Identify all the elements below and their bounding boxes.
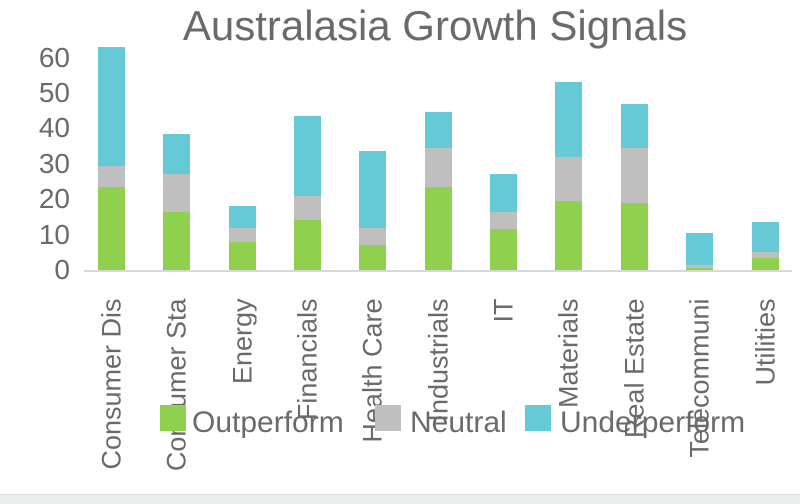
bar-segment-underperform-telecommuni: [686, 232, 714, 265]
x-axis-line: [84, 270, 792, 272]
bar-segment-outperform-consumer-dis: [98, 186, 125, 270]
x-axis-category-label-it: IT: [489, 298, 518, 323]
y-axis-tick-label: 30: [38, 147, 70, 179]
bar-segment-outperform-real-estate: [620, 202, 648, 270]
y-axis-tick-label: 50: [38, 77, 70, 108]
legend-swatch-outperform: [160, 405, 186, 431]
bar-segment-underperform-it: [490, 174, 518, 212]
legend-label-neutral: Neutral: [410, 406, 507, 439]
bar-segment-underperform-consumer-sta: [163, 133, 191, 175]
x-axis-category-label-energy: Energy: [228, 298, 257, 385]
bar-segment-outperform-health-care: [359, 245, 387, 270]
bar-segment-underperform-energy: [228, 206, 256, 228]
legend-label-outperform: Outperform: [192, 406, 344, 439]
bar-segment-outperform-telecommuni: [686, 268, 714, 270]
bar-segment-underperform-consumer-dis: [98, 46, 125, 166]
bar-segment-neutral-real-estate: [620, 147, 648, 203]
bar-segment-underperform-materials: [555, 82, 583, 157]
y-axis-tick-label: 10: [38, 218, 70, 250]
bar-segment-neutral-materials: [555, 156, 583, 201]
bar-segment-neutral-industrials: [424, 147, 452, 187]
x-axis-category-label-consumer-dis: Consumer Dis: [97, 298, 126, 470]
x-axis-category-label-financials: Financials: [293, 298, 322, 421]
bar-segment-neutral-consumer-dis: [98, 165, 125, 187]
bar-segment-neutral-health-care: [359, 227, 387, 246]
chart-title: Australasia Growth Signals: [182, 2, 688, 49]
bar-segment-outperform-it: [490, 229, 518, 270]
bar-segment-outperform-industrials: [424, 186, 452, 270]
x-axis-category-label-materials: Materials: [554, 298, 583, 409]
legend-swatch-underperform: [525, 405, 551, 431]
bar-segment-underperform-health-care: [359, 151, 387, 228]
bar-segment-outperform-financials: [294, 220, 322, 270]
legend-swatch-neutral: [375, 405, 401, 431]
bar-segment-neutral-financials: [294, 195, 322, 221]
bar-segment-neutral-consumer-sta: [163, 174, 191, 212]
bar-segment-neutral-it: [490, 211, 518, 230]
y-axis-tick-label: 60: [38, 41, 70, 73]
x-axis-category-label-health-care: Health Care: [358, 298, 387, 443]
y-axis-tick-label: 40: [38, 112, 70, 144]
x-axis-category-label-consumer-sta: Consumer Sta: [162, 298, 191, 472]
bar-segment-underperform-utilities: [751, 222, 779, 253]
y-axis-tick-label: 0: [54, 254, 70, 285]
x-axis-category-label-utilities: Utilities: [751, 298, 779, 386]
window-edge-strip: [0, 494, 800, 504]
x-axis-category-label-telecommuni: Telecommuni: [685, 298, 714, 458]
legend-label-underperform: Underperform: [560, 406, 746, 439]
bar-segment-neutral-telecommuni: [686, 264, 714, 269]
x-axis-category-label-industrials: Industrials: [424, 298, 453, 422]
bar-segment-underperform-financials: [294, 116, 322, 196]
bar-segment-underperform-real-estate: [620, 103, 648, 148]
y-axis-tick-label: 20: [38, 183, 70, 215]
bar-segment-outperform-consumer-sta: [163, 211, 191, 270]
bar-segment-neutral-utilities: [751, 252, 779, 258]
x-axis-category-label-real-estate: Real Estate: [620, 298, 649, 439]
bar-segment-underperform-industrials: [424, 112, 452, 148]
bar-segment-outperform-materials: [555, 200, 583, 270]
bar-segment-outperform-energy: [228, 241, 256, 270]
bar-segment-neutral-energy: [228, 227, 256, 242]
bar-segment-outperform-utilities: [751, 257, 779, 270]
